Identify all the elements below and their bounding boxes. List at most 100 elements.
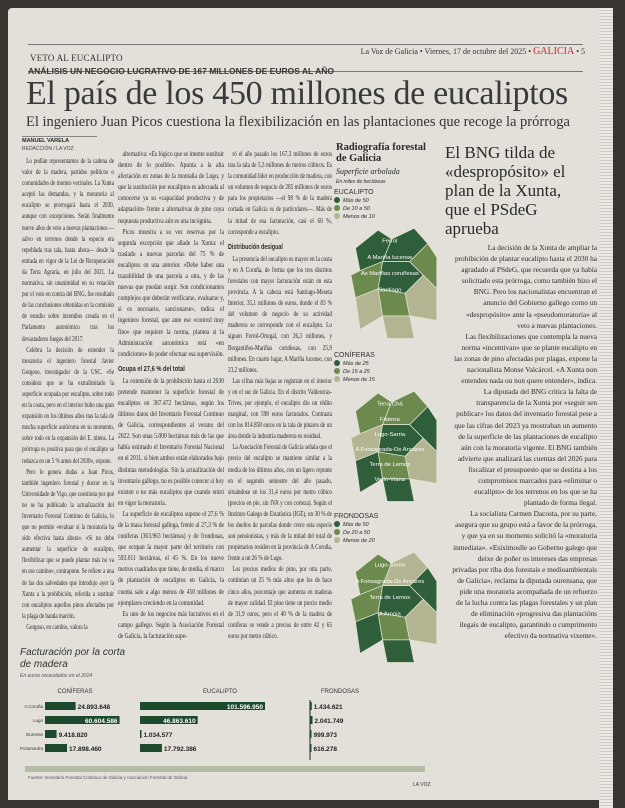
paper-edge [599,8,613,808]
maps-unit: En miles de hectáreas [336,179,386,185]
newspaper-page [8,8,613,808]
legend-item: Menos de 10 [334,213,444,221]
author: MANUEL VARELA [22,136,97,145]
chart-title: Facturación por la corta de madera [20,647,126,670]
map-region [382,478,415,502]
region-label: Terra de Lemos [369,595,410,601]
map-region [409,567,438,614]
legend-item: De 10 a 50 [334,205,444,213]
legend-item: Más de 25 [334,360,444,368]
data-label: 17.792.386 [164,746,197,753]
sidebar-column: La decisión de la Xunta de ampliar la pr… [452,242,597,641]
legend-text: Menos de 15 [343,377,375,383]
bar [140,730,142,738]
bar [310,702,312,710]
map-frondosas: FRONDOSAS Más de 50 De 20 a 50 Menos de 20 L… [334,513,444,667]
group-label: EUCALIPTO [203,689,237,695]
article-column-3: ró el año pasado los 167,3 millones de e… [228,148,332,641]
legend-swatch [334,537,340,543]
legend-item: Menos de 15 [334,376,444,384]
paragraph: Las flexibilizaciones que contempla la n… [454,331,597,386]
map-label: CONÍFERAS [334,352,375,359]
data-label: 616.278 [314,746,338,753]
map-region [404,274,438,321]
paragraph: Pero le genera dudas a Juan Picos, tambi… [22,466,114,620]
bar-chart: CONÍFERAS 24.893.648 A Coruña 60.604.586 Lug… [20,688,425,772]
subheading: Distribución desigual [228,241,283,251]
folio: La Voz de Galicia • Viernes, 17 de octub… [360,46,585,57]
region-label: Lugo-Sarria [374,432,405,438]
bar [140,744,162,752]
map-region [382,639,415,663]
paragraph: Gorgoso, en cambio, valora la [26,621,88,631]
bar [310,744,312,752]
headline: El país de los 450 millones de eucalipto… [26,75,568,112]
divider [28,44,583,45]
legend-swatch [334,521,340,527]
legend-swatch [334,368,340,374]
region-label: A Arnoia [379,611,402,617]
data-label: 1.034.577 [144,732,173,739]
data-label: 101.596.950 [227,704,264,711]
page-number: 5 [581,47,585,56]
paragraph: Celebra la decisión de extender la morat… [22,344,114,465]
category-label: Lugo [33,718,44,723]
bar [140,716,198,724]
region-label: A Fonsagrada-Os Ancares [355,579,424,585]
legend-text: Más de 50 [343,198,369,204]
paragraph: Lo pedían representantes de la cadena de… [22,156,114,343]
legend-item: Más de 50 [334,197,444,205]
paragraph: La Asociación Forestal de Galicia señala… [228,442,332,563]
region-label: Santiago [378,287,402,293]
article-column-1: Lo pedían representantes de la cadena de… [22,155,114,632]
bar [45,716,120,724]
map-eucalipto: EUCALIPTO Más de 50 De 10 a 50 Menos de 10 F… [334,189,444,343]
map-coníferas: CONÍFERAS Más de 25 De 15 a 25 Menos de 15 T… [334,352,444,506]
legend-item: Más de 50 [334,521,444,529]
date: Viernes, 17 de octubre del 2025 [424,47,527,56]
column-text: alternativa: «Es lógico que se intente s… [118,148,224,641]
bar [45,702,76,710]
legend-text: Menos de 20 [343,538,375,544]
data-label: 999.973 [314,732,338,739]
category-label: Pontevedra [20,746,44,751]
region-label: Fisterra [380,417,401,423]
legend-item: Menos de 20 [334,537,444,545]
subheading: Ocupa el 27,6 % del total [118,363,185,373]
maps-subtitle: Superficie arbolada [336,167,400,176]
category-label: Ourense [26,732,44,737]
bar [310,730,312,738]
legend-swatch [334,197,340,203]
section-label: VETO AL EUCALIPTO [30,53,123,63]
legend-swatch [334,213,340,219]
bar [45,730,57,738]
legend-swatch [334,376,340,382]
bar [310,716,313,724]
data-label: 17.898.460 [69,746,102,753]
article-column-2: alternativa: «Es lógico que se intente s… [118,148,224,641]
grass-decoration [25,766,425,772]
chart-subtitle: En euros recaudados en el 2024 [20,673,93,679]
kicker: ANÁLISIS UN NEGOCIO LUCRATIVO DE 167 MIL… [28,66,335,76]
legend-swatch [334,360,340,366]
chart-source: Fuente: Inventario Forestal Continuo de … [28,775,188,780]
newspaper-name: La Voz de Galicia [360,47,418,56]
paragraph: Picos muestra a su vez reservas por la s… [118,226,224,358]
category-label: A Coruña [24,704,43,709]
legend-swatch [334,205,340,211]
paragraph: ró el año pasado los 167,3 millones de e… [228,149,332,236]
section-name: GALICIA [533,46,575,57]
paragraph: La superficie de eucaliptos supone el 27… [118,508,224,607]
divider [28,71,583,72]
paragraph: La diputada del BNG critica la falta de … [454,387,597,508]
legend-text: De 20 a 50 [343,530,370,536]
region-label: Ferrol [382,239,397,245]
legend-item: De 20 a 50 [334,529,444,537]
legend-text: De 15 a 25 [343,369,370,375]
data-label: 2.041.749 [315,718,344,725]
maps-title: Radiografía forestal de Galicia [336,142,426,164]
region-label: As Mariñas coruñesas [361,271,419,277]
map-region [409,243,438,290]
region-label: Verín-Viana [375,477,406,483]
group-label: CONÍFERAS [57,688,92,695]
